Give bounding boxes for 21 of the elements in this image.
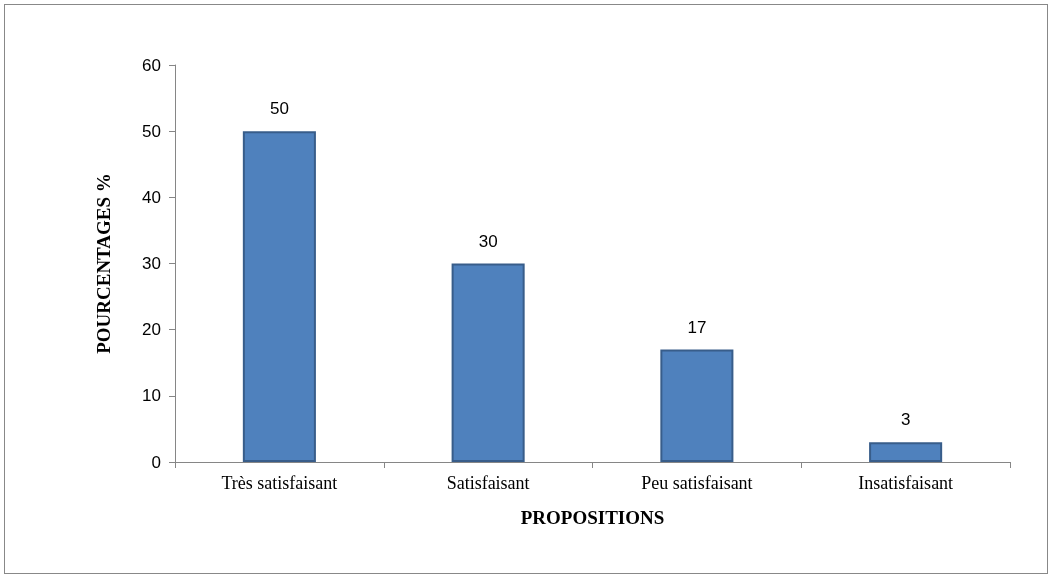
y-tick-label: 0 bbox=[151, 452, 161, 472]
y-axis-title: POURCENTAGES % bbox=[93, 173, 114, 354]
data-label: 3 bbox=[900, 410, 911, 430]
y-tick-label: 30 bbox=[142, 254, 161, 273]
data-label: 50 bbox=[269, 99, 289, 119]
y-tick-label: 40 bbox=[142, 187, 161, 207]
data-label: 30 bbox=[478, 231, 498, 251]
x-tick-label: Satisfaisant bbox=[446, 473, 530, 493]
y-tick-label: 60 bbox=[142, 55, 161, 75]
x-tick-label: Peu satisfaisant bbox=[641, 473, 753, 493]
data-label: 17 bbox=[687, 317, 707, 337]
y-tick-label: 20 bbox=[142, 320, 161, 340]
x-tick-label: Insatisfaisant bbox=[858, 473, 954, 493]
bar bbox=[869, 442, 943, 462]
x-tick-label: Très satisfaisant bbox=[221, 473, 338, 493]
bar bbox=[242, 131, 316, 462]
x-axis-title: PROPOSITIONS bbox=[520, 507, 665, 528]
bar bbox=[660, 349, 734, 462]
y-tick-label: 10 bbox=[142, 386, 161, 406]
y-tick-label: 50 bbox=[142, 121, 161, 141]
bar bbox=[451, 263, 525, 462]
